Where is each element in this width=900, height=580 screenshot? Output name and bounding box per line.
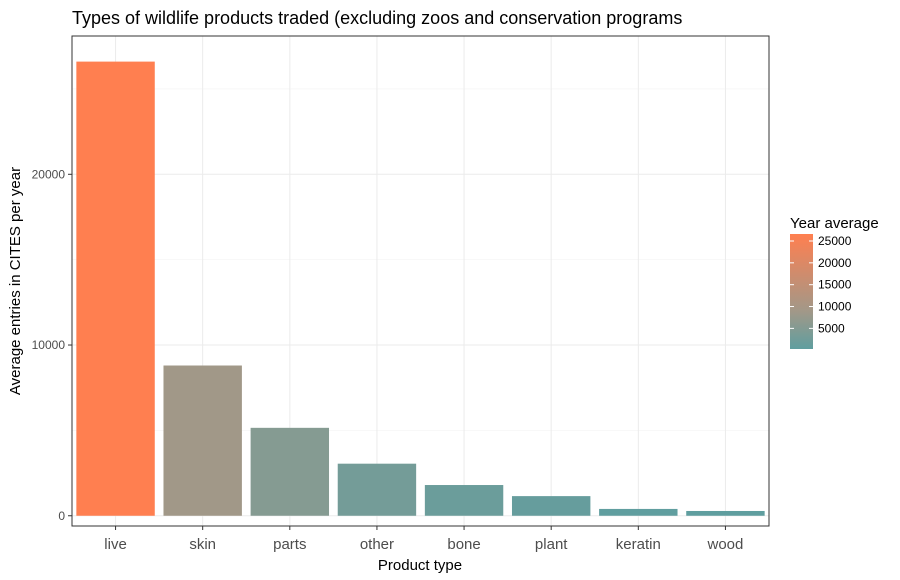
legend-colorbar	[790, 234, 813, 349]
y-tick-label: 0	[58, 509, 65, 523]
legend-tick-label: 20000	[818, 256, 852, 270]
x-tick-label: other	[360, 536, 394, 553]
x-tick-label: parts	[273, 536, 306, 553]
x-tick-label: live	[104, 536, 127, 553]
x-tick-label: keratin	[616, 536, 661, 553]
legend-title: Year average	[790, 215, 879, 232]
bar-parts	[250, 427, 330, 516]
x-axis-title: Product type	[378, 557, 462, 574]
bars	[76, 61, 765, 516]
bar-bone	[424, 485, 504, 516]
y-axis-title: Average entries in CITES per year	[7, 167, 24, 395]
x-tick-label: skin	[189, 536, 216, 553]
plot-border	[71, 35, 770, 527]
y-axis-ticks: 0 10000 20000	[32, 167, 72, 523]
legend: Year average 5000 10000 15000 20000 25000	[790, 215, 879, 349]
bar-other	[337, 463, 417, 516]
y-tick-label: 20000	[32, 167, 66, 181]
grid	[72, 36, 769, 526]
legend-tick-label: 5000	[818, 321, 845, 335]
chart-title: Types of wildlife products traded (exclu…	[72, 8, 682, 28]
y-tick-label: 10000	[32, 338, 66, 352]
legend-tick-label: 15000	[818, 278, 852, 292]
legend-ticks: 5000 10000 15000 20000 25000	[790, 234, 852, 335]
x-tick-label: bone	[447, 536, 480, 553]
legend-tick-label: 10000	[818, 300, 852, 314]
bar-plant	[511, 496, 591, 516]
bar-wood	[686, 510, 765, 516]
bar-skin	[163, 365, 242, 516]
bar-live	[76, 61, 155, 516]
plot-area	[71, 35, 770, 527]
x-tick-label: plant	[535, 536, 568, 553]
x-axis-ticks: live skin parts other bone plant keratin wood	[104, 526, 743, 553]
bar-keratin	[599, 508, 678, 516]
legend-tick-label: 25000	[818, 234, 852, 248]
x-tick-label: wood	[707, 536, 744, 553]
